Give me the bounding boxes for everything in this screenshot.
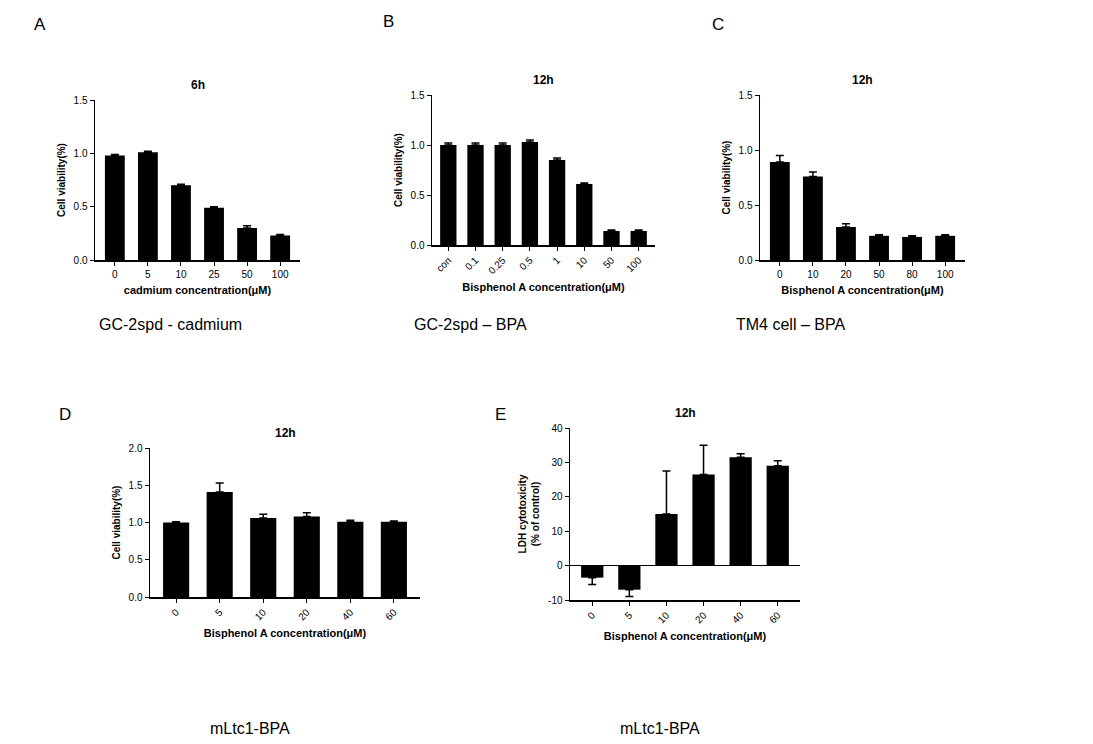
svg-text:Cell viability(%): Cell viability(%) [56,143,67,217]
svg-text:2.0: 2.0 [129,443,143,454]
svg-text:30: 30 [551,457,563,468]
svg-text:1: 1 [550,254,562,266]
svg-text:20: 20 [840,269,852,280]
svg-text:0: 0 [777,269,783,280]
svg-text:1.5: 1.5 [739,90,753,101]
svg-text:100: 100 [624,254,644,274]
svg-text:1.5: 1.5 [74,95,88,106]
svg-text:Bisphenol A concentration(μM): Bisphenol A concentration(μM) [781,284,944,296]
svg-text:E: E [495,405,506,424]
svg-text:0.0: 0.0 [129,592,143,603]
svg-text:0.0: 0.0 [739,255,753,266]
svg-text:TM4 cell – BPA: TM4 cell – BPA [736,316,845,333]
svg-text:GC-2spd – BPA: GC-2spd – BPA [414,316,527,333]
svg-text:10: 10 [175,269,187,280]
svg-text:1.5: 1.5 [411,90,425,101]
svg-text:0: 0 [112,269,118,280]
svg-text:20: 20 [693,609,709,625]
svg-text:100: 100 [937,269,954,280]
svg-text:mLtc1-BPA: mLtc1-BPA [620,720,700,737]
svg-text:B: B [383,12,394,31]
svg-text:5: 5 [213,606,225,618]
svg-text:10: 10 [551,526,563,537]
svg-text:1.0: 1.0 [411,140,425,151]
svg-text:20: 20 [551,491,563,502]
svg-text:40: 40 [551,423,563,434]
svg-text:5: 5 [145,269,151,280]
svg-text:10: 10 [807,269,819,280]
svg-text:0.25: 0.25 [486,254,508,276]
svg-text:A: A [34,15,46,34]
svg-text:50: 50 [242,269,254,280]
svg-text:mLtc1-BPA: mLtc1-BPA [210,720,290,737]
svg-text:0.1: 0.1 [463,254,481,272]
svg-text:Cell viability(%): Cell viability(%) [721,141,732,215]
svg-text:Bisphenol A concentration(μM): Bisphenol A concentration(μM) [604,630,767,642]
svg-text:0.5: 0.5 [74,201,88,212]
svg-text:1.5: 1.5 [129,480,143,491]
svg-text:Bisphenol A concentration(μM): Bisphenol A concentration(μM) [462,281,625,293]
svg-text:100: 100 [272,269,289,280]
svg-text:LDH cytotoxicity(% of control): LDH cytotoxicity(% of control) [517,474,541,553]
svg-text:12h: 12h [675,406,696,420]
svg-text:6h: 6h [191,78,205,92]
svg-text:10: 10 [656,609,672,625]
svg-text:50: 50 [601,254,617,270]
svg-text:cadmium concentration(μM): cadmium concentration(μM) [124,284,272,296]
svg-text:50: 50 [873,269,885,280]
svg-text:GC-2spd - cadmium: GC-2spd - cadmium [99,316,242,333]
svg-text:0.5: 0.5 [517,254,535,272]
svg-text:1.0: 1.0 [129,517,143,528]
svg-text:0.0: 0.0 [74,255,88,266]
svg-text:0: 0 [585,609,597,621]
svg-text:0.5: 0.5 [129,554,143,565]
svg-text:10: 10 [574,254,590,270]
svg-text:60: 60 [383,606,399,622]
svg-text:-10: -10 [548,595,563,606]
svg-text:Bisphenol A concentration(μM): Bisphenol A concentration(μM) [204,627,367,639]
svg-text:80: 80 [907,269,919,280]
svg-text:40: 40 [730,609,746,625]
svg-text:0.0: 0.0 [411,240,425,251]
svg-text:12h: 12h [533,73,554,87]
svg-text:60: 60 [767,609,783,625]
svg-text:10: 10 [253,606,269,622]
svg-text:Cell viability(%): Cell viability(%) [393,133,404,207]
svg-text:1.0: 1.0 [74,148,88,159]
svg-text:1.0: 1.0 [739,145,753,156]
svg-text:D: D [59,405,71,424]
svg-text:5: 5 [623,609,635,621]
svg-text:C: C [712,15,724,34]
svg-text:0: 0 [169,606,181,618]
svg-text:20: 20 [296,606,312,622]
svg-text:0.5: 0.5 [739,200,753,211]
svg-text:con: con [434,255,453,274]
svg-text:12h: 12h [275,426,296,440]
svg-text:40: 40 [340,606,356,622]
svg-text:12h: 12h [852,73,873,87]
svg-text:Cell viability(%): Cell viability(%) [111,486,122,560]
svg-text:0: 0 [557,560,563,571]
svg-text:0.5: 0.5 [411,190,425,201]
svg-text:25: 25 [208,269,220,280]
